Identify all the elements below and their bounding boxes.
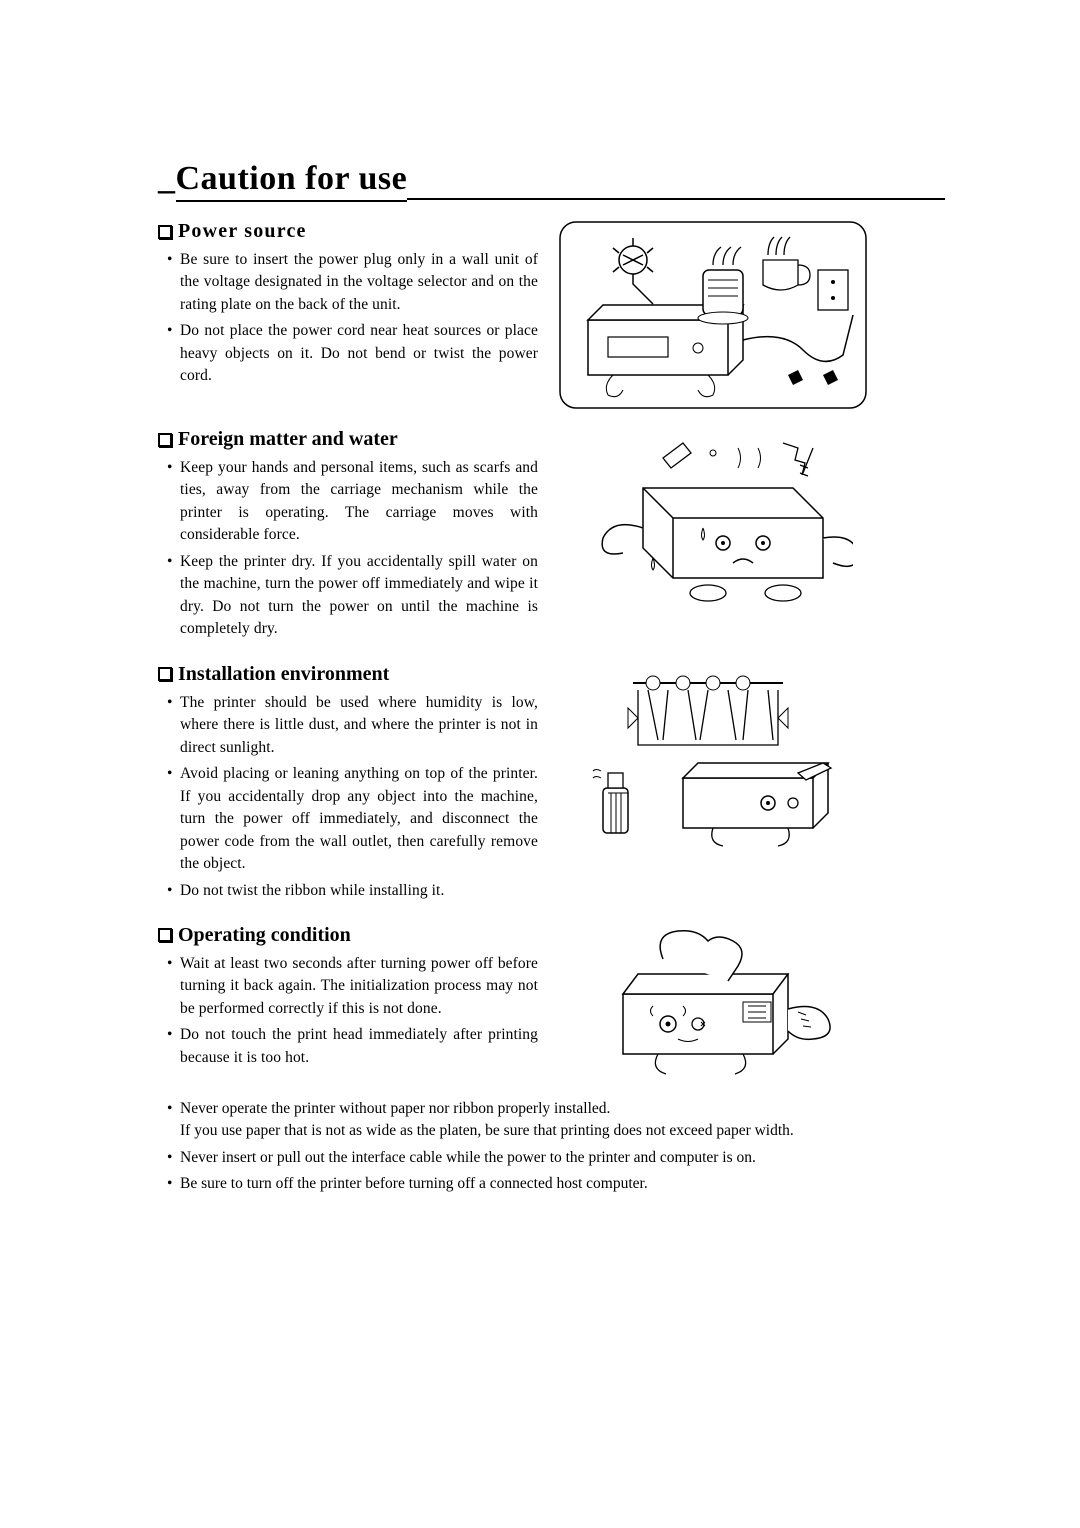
- list-item: Keep your hands and personal items, such…: [180, 457, 538, 547]
- list-item: Never operate the printer without paper …: [180, 1098, 945, 1143]
- section-operating: Operating condition Wait at least two se…: [158, 924, 945, 1094]
- list-item: Never insert or pull out the interface c…: [180, 1147, 945, 1169]
- foreign-matter-illustration: [558, 428, 868, 618]
- list-item: Avoid placing or leaning anything on top…: [180, 763, 538, 875]
- heading-text: Installation environment: [178, 663, 389, 686]
- bullet-list: Keep your hands and personal items, such…: [158, 457, 538, 641]
- section-text: Foreign matter and water Keep your hands…: [158, 428, 538, 645]
- list-item: Be sure to insert the power plug only in…: [180, 249, 538, 316]
- printer-water-icon: [573, 428, 853, 618]
- section-heading: Operating condition: [158, 924, 538, 947]
- title-underline: [407, 198, 945, 200]
- page-title: Caution for use: [176, 160, 408, 202]
- list-item: Be sure to turn off the printer before t…: [180, 1173, 945, 1195]
- power-source-illustration: [558, 220, 868, 410]
- section-text: Power source Be sure to insert the power…: [158, 220, 538, 392]
- full-width-bullet-list: Never operate the printer without paper …: [158, 1098, 945, 1196]
- installation-illustration: [558, 663, 868, 863]
- list-item: Do not place the power cord near heat so…: [180, 320, 538, 387]
- page-title-row: _ Caution for use: [158, 160, 945, 202]
- section-heading: Installation environment: [158, 663, 538, 686]
- list-item: Do not touch the print head immediately …: [180, 1024, 538, 1069]
- bullet-list: The printer should be used where humidit…: [158, 692, 538, 902]
- printer-curtain-icon: [573, 663, 853, 863]
- printer-heat-icon: [558, 220, 868, 410]
- list-item: Keep the printer dry. If you accidentall…: [180, 551, 538, 641]
- section-foreign-matter: Foreign matter and water Keep your hands…: [158, 428, 945, 645]
- list-item: The printer should be used where humidit…: [180, 692, 538, 759]
- square-bullet-icon: [158, 928, 172, 942]
- bullet-list: Be sure to insert the power plug only in…: [158, 249, 538, 388]
- section-heading: Foreign matter and water: [158, 428, 538, 451]
- section-installation: Installation environment The printer sho…: [158, 663, 945, 906]
- heading-text: Foreign matter and water: [178, 428, 398, 451]
- title-lead-underscore: _: [158, 160, 176, 198]
- square-bullet-icon: [158, 667, 172, 681]
- printer-hand-icon: [583, 924, 843, 1094]
- operating-illustration: [558, 924, 868, 1094]
- section-text: Operating condition Wait at least two se…: [158, 924, 538, 1073]
- section-heading: Power source: [158, 220, 538, 243]
- bullet-list: Wait at least two seconds after turning …: [158, 953, 538, 1069]
- section-power-source: Power source Be sure to insert the power…: [158, 220, 945, 410]
- section-text: Installation environment The printer sho…: [158, 663, 538, 906]
- square-bullet-icon: [158, 433, 172, 447]
- square-bullet-icon: [158, 225, 172, 239]
- list-item: Wait at least two seconds after turning …: [180, 953, 538, 1020]
- heading-text: Operating condition: [178, 924, 351, 947]
- list-item: Do not twist the ribbon while installing…: [180, 880, 538, 902]
- heading-text: Power source: [178, 220, 307, 243]
